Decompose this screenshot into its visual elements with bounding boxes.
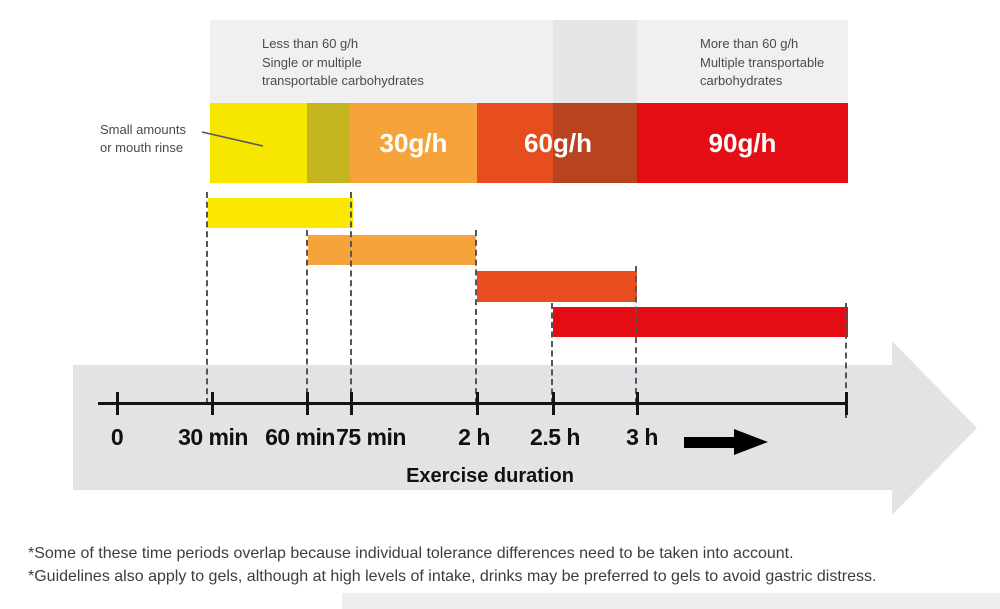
header-note-left-text: Less than 60 g/h Single or multiple tran… (262, 35, 424, 91)
axis-tick-30min (211, 392, 214, 415)
header-note-left-line1: Less than 60 g/h (262, 36, 359, 51)
axis-tick-label-0: 0 (110, 424, 124, 450)
axis-tick-label-2h: 2 h (458, 424, 490, 450)
mouth-rinse-label-line2: or mouth rinse (100, 140, 184, 155)
scale-segment-60gh-dark (553, 103, 637, 183)
axis-tick-75min (350, 392, 353, 415)
dashed-guide-bar-end (845, 303, 847, 418)
timeline-arrowhead (892, 341, 977, 515)
scale-segment-mouth-rinse (210, 103, 307, 183)
header-note-left-line2: Single or multiple (262, 54, 362, 70)
axis-tick-label-75min: 75 min (336, 424, 406, 450)
axis-tick-2h (476, 392, 479, 415)
duration-bar-30-75min (208, 198, 353, 228)
mouth-rinse-label-line1: Small amounts (100, 122, 186, 137)
scale-segment-60gh-light (477, 103, 553, 183)
scale-segment-90gh (637, 103, 848, 183)
header-transition-panel (553, 20, 637, 103)
footnote-1: *Some of these time periods overlap beca… (28, 545, 794, 562)
bottom-strip (342, 593, 1000, 609)
duration-bar-60min-2h (308, 235, 476, 265)
mouth-rinse-label: Small amounts or mouth rinse (100, 121, 186, 157)
axis-tick-label-60min: 60 min (265, 424, 335, 450)
scale-label-90gh: 90g/h (708, 128, 777, 158)
dashed-guide-60min (306, 230, 308, 404)
scale-segment-30gh (350, 103, 477, 183)
axis-tick-60min (306, 392, 309, 415)
header-note-left-line3: transportable carbohydrates (262, 73, 424, 88)
direction-arrow-head-icon (734, 429, 768, 455)
dashed-guide-30min (206, 192, 208, 404)
axis-line (98, 402, 848, 405)
header-note-right-line2: Multiple transportable (700, 54, 825, 70)
scale-label-30gh: 30g/h (379, 128, 448, 158)
axis-tick-3h (636, 392, 639, 415)
duration-bar-2h-3h (477, 271, 637, 302)
axis-tick-0 (116, 392, 119, 415)
dashed-guide-2h (475, 230, 477, 404)
dashed-guide-75min (350, 192, 352, 404)
dashed-guide-2-5h (551, 303, 553, 404)
duration-bar-2-5h-plus (553, 307, 848, 337)
dashed-guide-3h (635, 266, 637, 404)
pointer-line (201, 131, 264, 147)
axis-tick-label-3h: 3 h (626, 424, 658, 450)
axis-title: Exercise duration (406, 465, 574, 487)
header-note-right-panel (637, 20, 848, 103)
axis-tick-2-5h (552, 392, 555, 415)
direction-arrow-icon (684, 437, 734, 448)
scale-segment-olive (307, 103, 350, 183)
axis-tick-label-30min: 30 min (178, 424, 248, 450)
header-note-right-line3: carbohydrates (700, 73, 783, 88)
footnote-2: *Guidelines also apply to gels, although… (28, 568, 877, 585)
header-note-right-line1: More than 60 g/h (700, 36, 799, 51)
axis-tick-label-2-5h: 2.5 h (530, 424, 580, 450)
header-note-left-panel (210, 20, 553, 103)
header-note-right-text: More than 60 g/h Multiple transportable … (700, 35, 824, 91)
timeline-band (73, 365, 892, 490)
axis-tick-end (845, 392, 848, 415)
